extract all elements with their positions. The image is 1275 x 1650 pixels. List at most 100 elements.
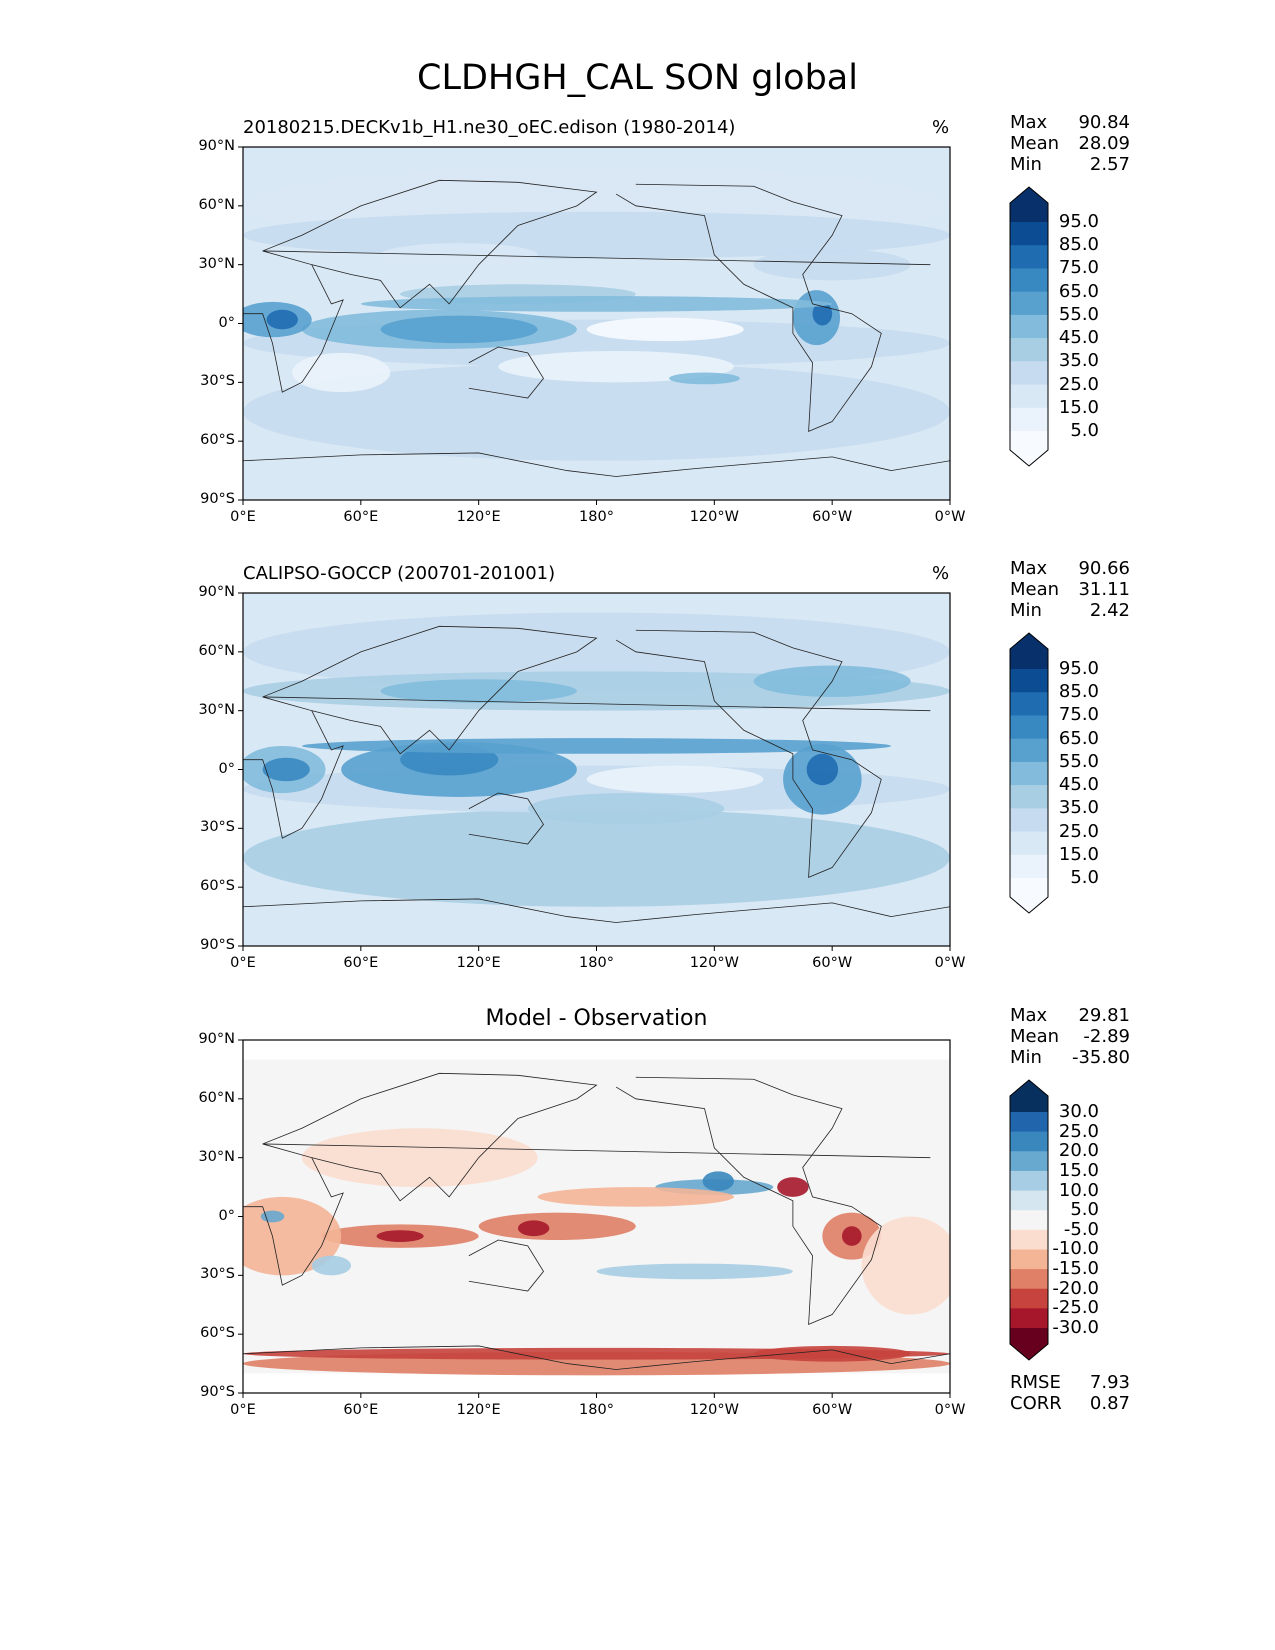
x-tick-label: 60°E (343, 509, 379, 525)
contour-region (669, 372, 740, 385)
contour-region (311, 1255, 352, 1276)
colorbar-label: 95.0 (1058, 211, 1099, 232)
y-tick-label: 90°S (200, 937, 235, 953)
colorbar-label: 15.0 (1058, 396, 1099, 418)
colorbar-segment (1010, 1229, 1048, 1250)
colorbar-segment (1010, 1210, 1048, 1231)
colorbar-segment (1010, 1328, 1048, 1360)
colorbar-label: 75.0 (1058, 704, 1099, 726)
stat-label: Mean (1010, 133, 1060, 154)
x-tick-label: 120°W (689, 1402, 739, 1418)
colorbar-segment (1010, 1170, 1048, 1192)
stat-label: Mean (1010, 1026, 1060, 1047)
y-tick-label: 60°N (198, 642, 235, 659)
x-tick-label: 120°E (456, 955, 501, 971)
coastline (243, 1143, 931, 1286)
x-tick-label: 120°W (689, 955, 739, 971)
x-tick-label: 60°E (343, 955, 379, 971)
coastline (243, 250, 931, 393)
y-tick-label: 90°N (198, 138, 235, 154)
contour-region (586, 765, 764, 794)
colorbar-segment (1010, 1288, 1048, 1309)
y-tick-label: 0° (218, 1207, 235, 1224)
contour-region (753, 1345, 911, 1362)
contour-region (861, 1216, 950, 1315)
field (243, 147, 950, 500)
y-tick-label: 90°N (198, 1031, 235, 1047)
colorbar-label: -20.0 (1052, 1277, 1099, 1299)
colorbar-label: -5.0 (1063, 1218, 1099, 1240)
colorbar-segment (1010, 361, 1048, 386)
stat-value: 7.93 (1089, 1372, 1130, 1393)
colorbar-segment (1010, 1131, 1048, 1152)
y-tick-label: 60°S (200, 1325, 235, 1342)
colorbar-label: 55.0 (1058, 303, 1099, 325)
colorbar-segment (1010, 831, 1048, 856)
colorbar-segment (1010, 338, 1048, 362)
x-tick-label: 180° (579, 1402, 614, 1418)
colorbar-label: 85.0 (1058, 681, 1099, 703)
colorbar-segment (1010, 738, 1048, 763)
stat-label: Min (1010, 600, 1042, 621)
colorbar (1009, 1079, 1049, 1361)
colorbar-segment (1010, 808, 1048, 833)
colorbar-segment (1010, 785, 1048, 809)
contour-region (586, 317, 744, 342)
colorbar-segment (1010, 1249, 1048, 1270)
coastline (243, 898, 950, 923)
x-tick-label: 180° (579, 509, 614, 525)
field (243, 593, 950, 946)
stat-label: Min (1010, 154, 1042, 175)
coastline (615, 1076, 882, 1325)
colorbar-segment (1010, 187, 1048, 222)
colorbar-label: -15.0 (1052, 1258, 1099, 1280)
y-tick-label: 60°N (198, 196, 235, 213)
colorbar-segment (1010, 854, 1048, 879)
x-tick-label: 120°E (456, 509, 501, 525)
y-tick-label: 0° (218, 760, 235, 777)
colorbar-segment (1010, 314, 1048, 339)
colorbar-label: 5.0 (1070, 1199, 1099, 1221)
coastline (615, 629, 882, 878)
colorbar-segment (1010, 1269, 1048, 1290)
stat-value: 0.87 (1089, 1393, 1130, 1414)
x-tick-label: 60°E (343, 1402, 379, 1418)
colorbar-label: 35.0 (1058, 350, 1099, 372)
contour-region (380, 679, 577, 703)
colorbar-label: 15.0 (1058, 1159, 1099, 1181)
colorbar-label: -10.0 (1052, 1238, 1099, 1260)
x-tick-label: 0°E (230, 509, 256, 525)
y-tick-label: 30°S (200, 819, 235, 836)
y-tick-label: 60°S (200, 432, 235, 449)
y-tick-label: 30°N (198, 701, 235, 718)
colorbar-label: 35.0 (1058, 797, 1099, 819)
colorbar-segment (1010, 384, 1048, 409)
colorbar-segment (1010, 1080, 1048, 1112)
colorbar-label: 85.0 (1058, 234, 1099, 256)
colorbar-segment (1010, 633, 1048, 669)
contour-region (360, 296, 833, 312)
colorbar-segment (1010, 1190, 1048, 1211)
colorbar-outline (1009, 632, 1049, 914)
x-tick-label: 180° (579, 955, 614, 971)
colorbar (1009, 186, 1049, 467)
colorbar-label: 65.0 (1058, 727, 1099, 749)
contour-region (380, 315, 538, 344)
contour-region (266, 309, 298, 330)
stat-value: 28.09 (1078, 133, 1130, 154)
contour-region (841, 1226, 862, 1246)
contour-region (753, 248, 911, 281)
contour-region (517, 1220, 550, 1237)
contour-region (262, 757, 310, 782)
colorbar-segment (1010, 1308, 1048, 1329)
map-panel-2 (238, 592, 951, 951)
y-tick-label: 0° (218, 314, 235, 331)
colorbar-segment (1010, 715, 1048, 740)
contour-region (702, 1171, 734, 1192)
coastline (468, 792, 544, 845)
x-tick-label: 60°W (812, 509, 853, 525)
colorbar-label: 30.0 (1058, 1101, 1099, 1122)
colorbar-label: 10.0 (1058, 1179, 1099, 1201)
coastline (243, 1345, 950, 1370)
